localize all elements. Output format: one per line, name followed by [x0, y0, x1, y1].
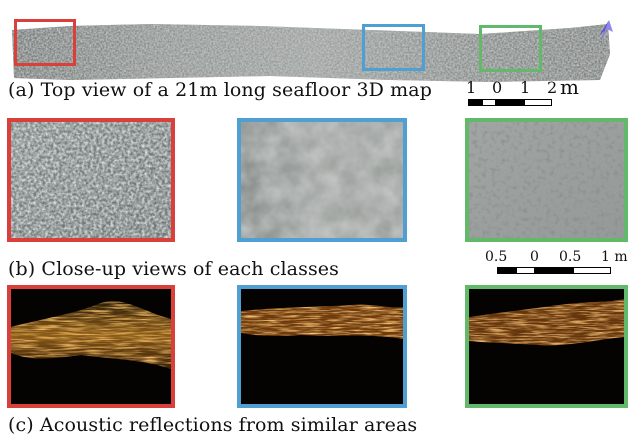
closeup-panel-class-1: [7, 118, 175, 242]
scale-top-tick-2: 0: [492, 78, 503, 97]
acoustic-panel-class-1: [7, 285, 175, 408]
acoustic-panel-class-2: [237, 285, 407, 408]
north-arrow-icon: [599, 20, 613, 40]
scale-bar-top: 1 0 1 2 m: [466, 75, 579, 108]
scale-top-seg-1: [468, 99, 482, 106]
highlight-box-class-2: [362, 24, 425, 71]
scale-top-seg-4: [524, 99, 552, 106]
acoustic-panel-class-3: [465, 285, 628, 408]
scale-top-seg-2: [482, 99, 496, 106]
highlight-box-class-3: [479, 25, 542, 72]
caption-a: (a) Top view of a 21m long seafloor 3D m…: [8, 79, 432, 101]
scale-mid-seg-3: [535, 267, 573, 274]
caption-b: (b) Close-up views of each classes: [8, 258, 339, 280]
scale-top-tick-3: 1: [520, 78, 531, 97]
scale-bar-mid: 0.5 0 0.5 1 m: [485, 249, 631, 277]
scale-mid-seg-4: [573, 267, 611, 274]
scale-mid-tick-2: 0: [530, 249, 539, 265]
scale-mid-tick-4: 1 m: [601, 249, 628, 265]
scale-top-tick-1: 1: [466, 78, 477, 97]
scale-mid-seg-2: [516, 267, 535, 274]
scale-top-seg-3: [496, 99, 524, 106]
scale-mid-seg-1: [497, 267, 516, 274]
seafloor-mosaic-strip: [10, 14, 620, 88]
closeup-panel-class-2: [237, 118, 407, 242]
caption-c: (c) Acoustic reflections from similar ar…: [8, 414, 418, 436]
highlight-box-class-1: [14, 19, 76, 66]
scale-top-tick-4: 2: [547, 78, 558, 97]
scale-top-unit: m: [560, 75, 579, 99]
scale-mid-tick-1: 0.5: [485, 249, 508, 265]
scale-mid-tick-3: 0.5: [559, 249, 582, 265]
seafloor-mosaic-image: [12, 20, 613, 82]
closeup-panel-class-3: [465, 118, 628, 242]
